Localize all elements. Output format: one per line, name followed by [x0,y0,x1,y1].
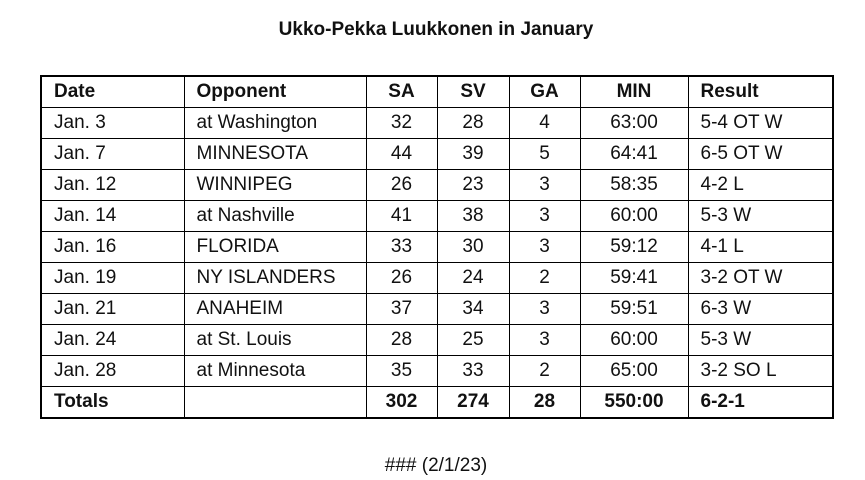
cell-date: Jan. 28 [40,355,185,387]
cell-opponent: at Washington [183,107,367,139]
cell-result: 6-5 OT W [687,138,834,170]
table-row: Jan. 12 WINNIPEG 26 23 3 58:35 4-2 L [40,169,834,201]
cell-date: Jan. 7 [40,138,185,170]
header-row: Date Opponent SA SV GA MIN Result [40,75,834,108]
cell-sa: 26 [365,262,438,294]
cell-date: Jan. 3 [40,107,185,139]
cell-sv: 33 [436,355,510,387]
cell-result: 3-2 SO L [687,355,834,387]
cell-sv: 38 [436,200,510,232]
cell-sv: 34 [436,293,510,325]
cell-sv: 23 [436,169,510,201]
cell-result: 5-3 W [687,324,834,356]
cell-result: 4-2 L [687,169,834,201]
cell-ga: 3 [508,231,581,263]
cell-sa: 33 [365,231,438,263]
column-header-sv: SV [436,75,510,108]
cell-opponent: WINNIPEG [183,169,367,201]
cell-date: Jan. 12 [40,169,185,201]
totals-label: Totals [40,386,185,419]
cell-opponent: at Nashville [183,200,367,232]
table-row: Jan. 21 ANAHEIM 37 34 3 59:51 6-3 W [40,293,834,325]
cell-min: 64:41 [579,138,689,170]
cell-ga: 3 [508,324,581,356]
cell-sa: 28 [365,324,438,356]
column-header-result: Result [687,75,834,108]
cell-sa: 41 [365,200,438,232]
cell-min: 58:35 [579,169,689,201]
column-header-opponent: Opponent [183,75,367,108]
cell-date: Jan. 16 [40,231,185,263]
cell-ga: 4 [508,107,581,139]
cell-opponent: ANAHEIM [183,293,367,325]
cell-ga: 2 [508,355,581,387]
cell-sa: 44 [365,138,438,170]
cell-ga: 3 [508,169,581,201]
totals-opponent-empty [183,386,367,419]
cell-sv: 25 [436,324,510,356]
cell-result: 5-3 W [687,200,834,232]
table-row: Jan. 3 at Washington 32 28 4 63:00 5-4 O… [40,107,834,139]
cell-date: Jan. 19 [40,262,185,294]
cell-result: 4-1 L [687,231,834,263]
cell-result: 6-3 W [687,293,834,325]
cell-sa: 26 [365,169,438,201]
totals-min: 550:00 [579,386,689,419]
cell-sa: 35 [365,355,438,387]
cell-sv: 30 [436,231,510,263]
cell-sv: 28 [436,107,510,139]
cell-opponent: MINNESOTA [183,138,367,170]
cell-sa: 32 [365,107,438,139]
cell-date: Jan. 14 [40,200,185,232]
footer-note: ### (2/1/23) [384,455,488,476]
cell-min: 60:00 [579,324,689,356]
totals-sv: 274 [436,386,510,419]
column-header-ga: GA [508,75,581,108]
column-header-min: MIN [579,75,689,108]
cell-sv: 24 [436,262,510,294]
cell-min: 59:41 [579,262,689,294]
cell-sa: 37 [365,293,438,325]
cell-ga: 2 [508,262,581,294]
table-row: Jan. 14 at Nashville 41 38 3 60:00 5-3 W [40,200,834,232]
cell-sv: 39 [436,138,510,170]
cell-opponent: at St. Louis [183,324,367,356]
column-header-date: Date [40,75,185,108]
table-row: Jan. 7 MINNESOTA 44 39 5 64:41 6-5 OT W [40,138,834,170]
cell-min: 63:00 [579,107,689,139]
goalie-stats-table: Date Opponent SA SV GA MIN Result Jan. 3… [40,75,834,419]
cell-ga: 5 [508,138,581,170]
cell-ga: 3 [508,293,581,325]
cell-result: 5-4 OT W [687,107,834,139]
cell-opponent: at Minnesota [183,355,367,387]
table-row: Jan. 19 NY ISLANDERS 26 24 2 59:41 3-2 O… [40,262,834,294]
column-header-sa: SA [365,75,438,108]
table-row: Jan. 16 FLORIDA 33 30 3 59:12 4-1 L [40,231,834,263]
cell-date: Jan. 24 [40,324,185,356]
table-row: Jan. 28 at Minnesota 35 33 2 65:00 3-2 S… [40,355,834,387]
table-row: Jan. 24 at St. Louis 28 25 3 60:00 5-3 W [40,324,834,356]
cell-ga: 3 [508,200,581,232]
totals-sa: 302 [365,386,438,419]
cell-opponent: NY ISLANDERS [183,262,367,294]
cell-min: 59:51 [579,293,689,325]
totals-row: Totals 302 274 28 550:00 6-2-1 [40,386,834,419]
cell-date: Jan. 21 [40,293,185,325]
page-title: Ukko-Pekka Luukkonen in January [278,19,594,40]
cell-opponent: FLORIDA [183,231,367,263]
cell-min: 65:00 [579,355,689,387]
cell-result: 3-2 OT W [687,262,834,294]
cell-min: 59:12 [579,231,689,263]
totals-ga: 28 [508,386,581,419]
cell-min: 60:00 [579,200,689,232]
totals-result: 6-2-1 [687,386,834,419]
